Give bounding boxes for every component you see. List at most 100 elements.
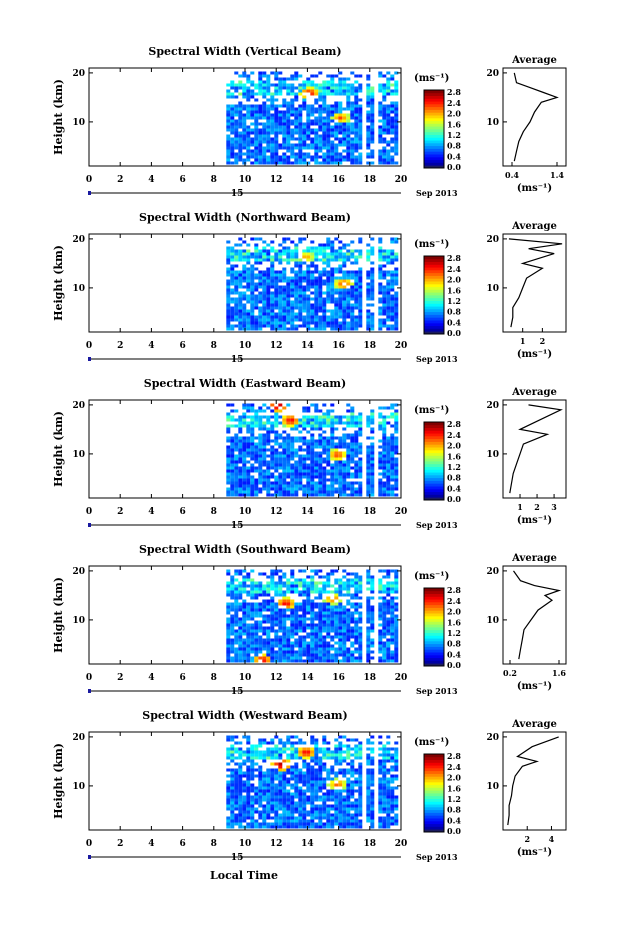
heatmap-cell	[306, 774, 311, 778]
heatmap-cell	[306, 107, 311, 111]
heatmap-cell	[310, 611, 315, 615]
colorbar-swatch	[424, 98, 444, 102]
heatmap-cell	[246, 454, 251, 458]
heatmap-cell	[286, 110, 291, 114]
heatmap-cell	[390, 92, 395, 96]
heatmap-cell	[382, 460, 387, 464]
heatmap-cell	[370, 321, 375, 325]
heatmap-cell	[338, 77, 343, 81]
heatmap-cell	[318, 813, 323, 817]
heatmap-cell	[318, 493, 323, 497]
heatmap-cell	[378, 276, 383, 280]
heatmap-cell	[286, 83, 291, 87]
heatmap-cell	[318, 409, 323, 413]
heatmap-cell	[282, 629, 287, 633]
heatmap-cell	[378, 152, 383, 156]
heatmap-cell	[234, 448, 239, 452]
heatmap-cell	[246, 146, 251, 150]
heatmap-cell	[306, 626, 311, 630]
heatmap-cell	[366, 321, 371, 325]
heatmap-cell	[258, 572, 263, 576]
heatmap-cell	[390, 406, 395, 410]
heatmap-cell	[278, 484, 283, 488]
heatmap-cell	[394, 620, 399, 624]
heatmap-cell	[334, 442, 339, 446]
heatmap-cell	[250, 756, 255, 760]
colorbar-swatch	[424, 663, 444, 667]
heatmap-cell	[338, 581, 343, 585]
heatmap-cell	[290, 131, 295, 135]
heatmap-cell	[234, 650, 239, 654]
heatmap-cell	[314, 427, 319, 431]
heatmap-cell	[262, 137, 267, 141]
heatmap-cell	[330, 584, 335, 588]
heatmap-cell	[286, 454, 291, 458]
heatmap-cell	[394, 327, 399, 331]
heatmap-cell	[294, 424, 299, 428]
heatmap-cell	[394, 258, 399, 262]
heatmap-cell	[330, 611, 335, 615]
heatmap-cell	[226, 738, 231, 742]
heatmap-cell	[290, 300, 295, 304]
heatmap-cell	[354, 587, 359, 591]
heatmap-cell	[294, 472, 299, 476]
heatmap-cell	[250, 605, 255, 609]
heatmap-cell	[286, 309, 291, 313]
heatmap-cell	[258, 149, 263, 153]
heatmap-cell	[310, 309, 315, 313]
heatmap-cell	[286, 116, 291, 120]
heatmap-cell	[254, 481, 259, 485]
heatmap-cell	[322, 641, 327, 645]
heatmap-cell	[254, 125, 259, 129]
heatmap-cell	[270, 608, 275, 612]
heatmap-cell	[310, 463, 315, 467]
heatmap-cell	[322, 457, 327, 461]
heatmap-cell	[258, 143, 263, 147]
heatmap-cell	[322, 300, 327, 304]
heatmap-cell	[370, 445, 375, 449]
heatmap-cell	[278, 143, 283, 147]
heatmap-cell	[354, 590, 359, 594]
heatmap-cell	[310, 131, 315, 135]
heatmap-cell	[346, 629, 351, 633]
heatmap-cell	[242, 469, 247, 473]
heatmap-cell	[350, 137, 355, 141]
heatmap-cell	[250, 614, 255, 618]
heatmap-cell	[278, 569, 283, 573]
heatmap-cell	[238, 448, 243, 452]
heatmap-cell	[262, 822, 267, 826]
heatmap-cell	[314, 140, 319, 144]
heatmap-cell	[262, 149, 267, 153]
heatmap-cell	[298, 581, 303, 585]
heatmap-cell	[278, 460, 283, 464]
heatmap-cell	[358, 294, 363, 298]
heatmap-cell	[386, 650, 391, 654]
heatmap-cell	[258, 641, 263, 645]
heatmap-cell	[274, 119, 279, 123]
heatmap-cell	[286, 448, 291, 452]
heatmap-cell	[338, 457, 343, 461]
heatmap-cell	[326, 104, 331, 108]
heatmap-cell	[230, 466, 235, 470]
heatmap-cell	[370, 95, 375, 99]
heatmap-cell	[246, 86, 251, 90]
heatmap-cell	[278, 804, 283, 808]
heatmap-cell	[322, 442, 327, 446]
heatmap-cell	[286, 759, 291, 763]
heatmap-cell	[282, 445, 287, 449]
heatmap-cell	[242, 107, 247, 111]
heatmap-cell	[350, 143, 355, 147]
heatmap-cell	[294, 816, 299, 820]
heatmap-cell	[310, 403, 315, 407]
heatmap-cell	[326, 282, 331, 286]
heatmap-cell	[354, 415, 359, 419]
heatmap-cell	[354, 158, 359, 162]
heatmap-cell	[318, 822, 323, 826]
heatmap-cell	[310, 653, 315, 657]
heatmap-cell	[274, 125, 279, 129]
heatmap-cell	[246, 487, 251, 491]
heatmap-cell	[370, 442, 375, 446]
colorbar-tick-label: 0.0	[447, 162, 461, 172]
heatmap-cell	[250, 466, 255, 470]
heatmap-cell	[250, 439, 255, 443]
